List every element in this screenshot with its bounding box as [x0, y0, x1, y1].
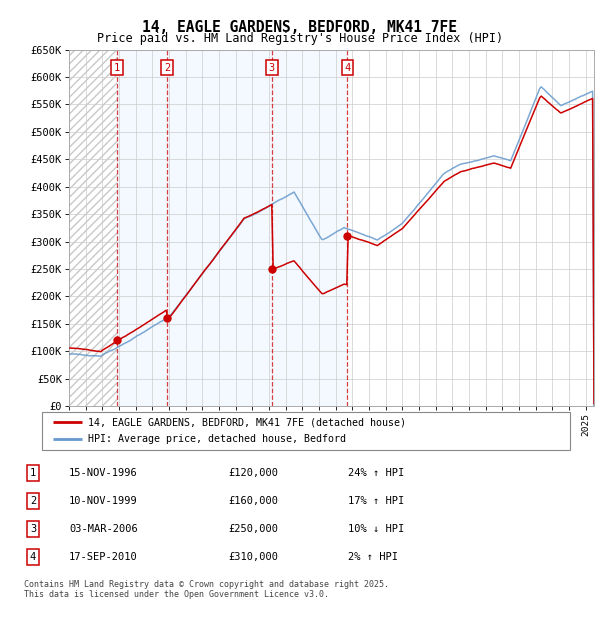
Text: 1: 1	[114, 63, 120, 73]
Bar	[69, 50, 117, 406]
Text: £120,000: £120,000	[228, 468, 278, 478]
Bar	[167, 50, 272, 406]
Text: 15-NOV-1996: 15-NOV-1996	[69, 468, 138, 478]
FancyBboxPatch shape	[42, 412, 570, 450]
Text: Contains HM Land Registry data © Crown copyright and database right 2025.
This d: Contains HM Land Registry data © Crown c…	[24, 580, 389, 599]
Text: 24% ↑ HPI: 24% ↑ HPI	[348, 468, 404, 478]
Text: 14, EAGLE GARDENS, BEDFORD, MK41 7FE: 14, EAGLE GARDENS, BEDFORD, MK41 7FE	[143, 20, 458, 35]
Text: Price paid vs. HM Land Registry's House Price Index (HPI): Price paid vs. HM Land Registry's House …	[97, 32, 503, 45]
Text: HPI: Average price, detached house, Bedford: HPI: Average price, detached house, Bedf…	[88, 435, 346, 445]
Text: 4: 4	[344, 63, 350, 73]
Bar	[117, 50, 167, 406]
Bar	[272, 50, 347, 406]
Text: £160,000: £160,000	[228, 496, 278, 506]
Text: £250,000: £250,000	[228, 524, 278, 534]
Text: 10-NOV-1999: 10-NOV-1999	[69, 496, 138, 506]
Text: 2: 2	[30, 496, 36, 506]
Text: 14, EAGLE GARDENS, BEDFORD, MK41 7FE (detached house): 14, EAGLE GARDENS, BEDFORD, MK41 7FE (de…	[88, 417, 406, 427]
Text: 2: 2	[164, 63, 170, 73]
Text: 17% ↑ HPI: 17% ↑ HPI	[348, 496, 404, 506]
Text: 1: 1	[30, 468, 36, 478]
Text: 10% ↓ HPI: 10% ↓ HPI	[348, 524, 404, 534]
Text: 4: 4	[30, 552, 36, 562]
Text: 3: 3	[30, 524, 36, 534]
Text: 03-MAR-2006: 03-MAR-2006	[69, 524, 138, 534]
Text: 3: 3	[269, 63, 275, 73]
Text: £310,000: £310,000	[228, 552, 278, 562]
Text: 17-SEP-2010: 17-SEP-2010	[69, 552, 138, 562]
Text: 2% ↑ HPI: 2% ↑ HPI	[348, 552, 398, 562]
